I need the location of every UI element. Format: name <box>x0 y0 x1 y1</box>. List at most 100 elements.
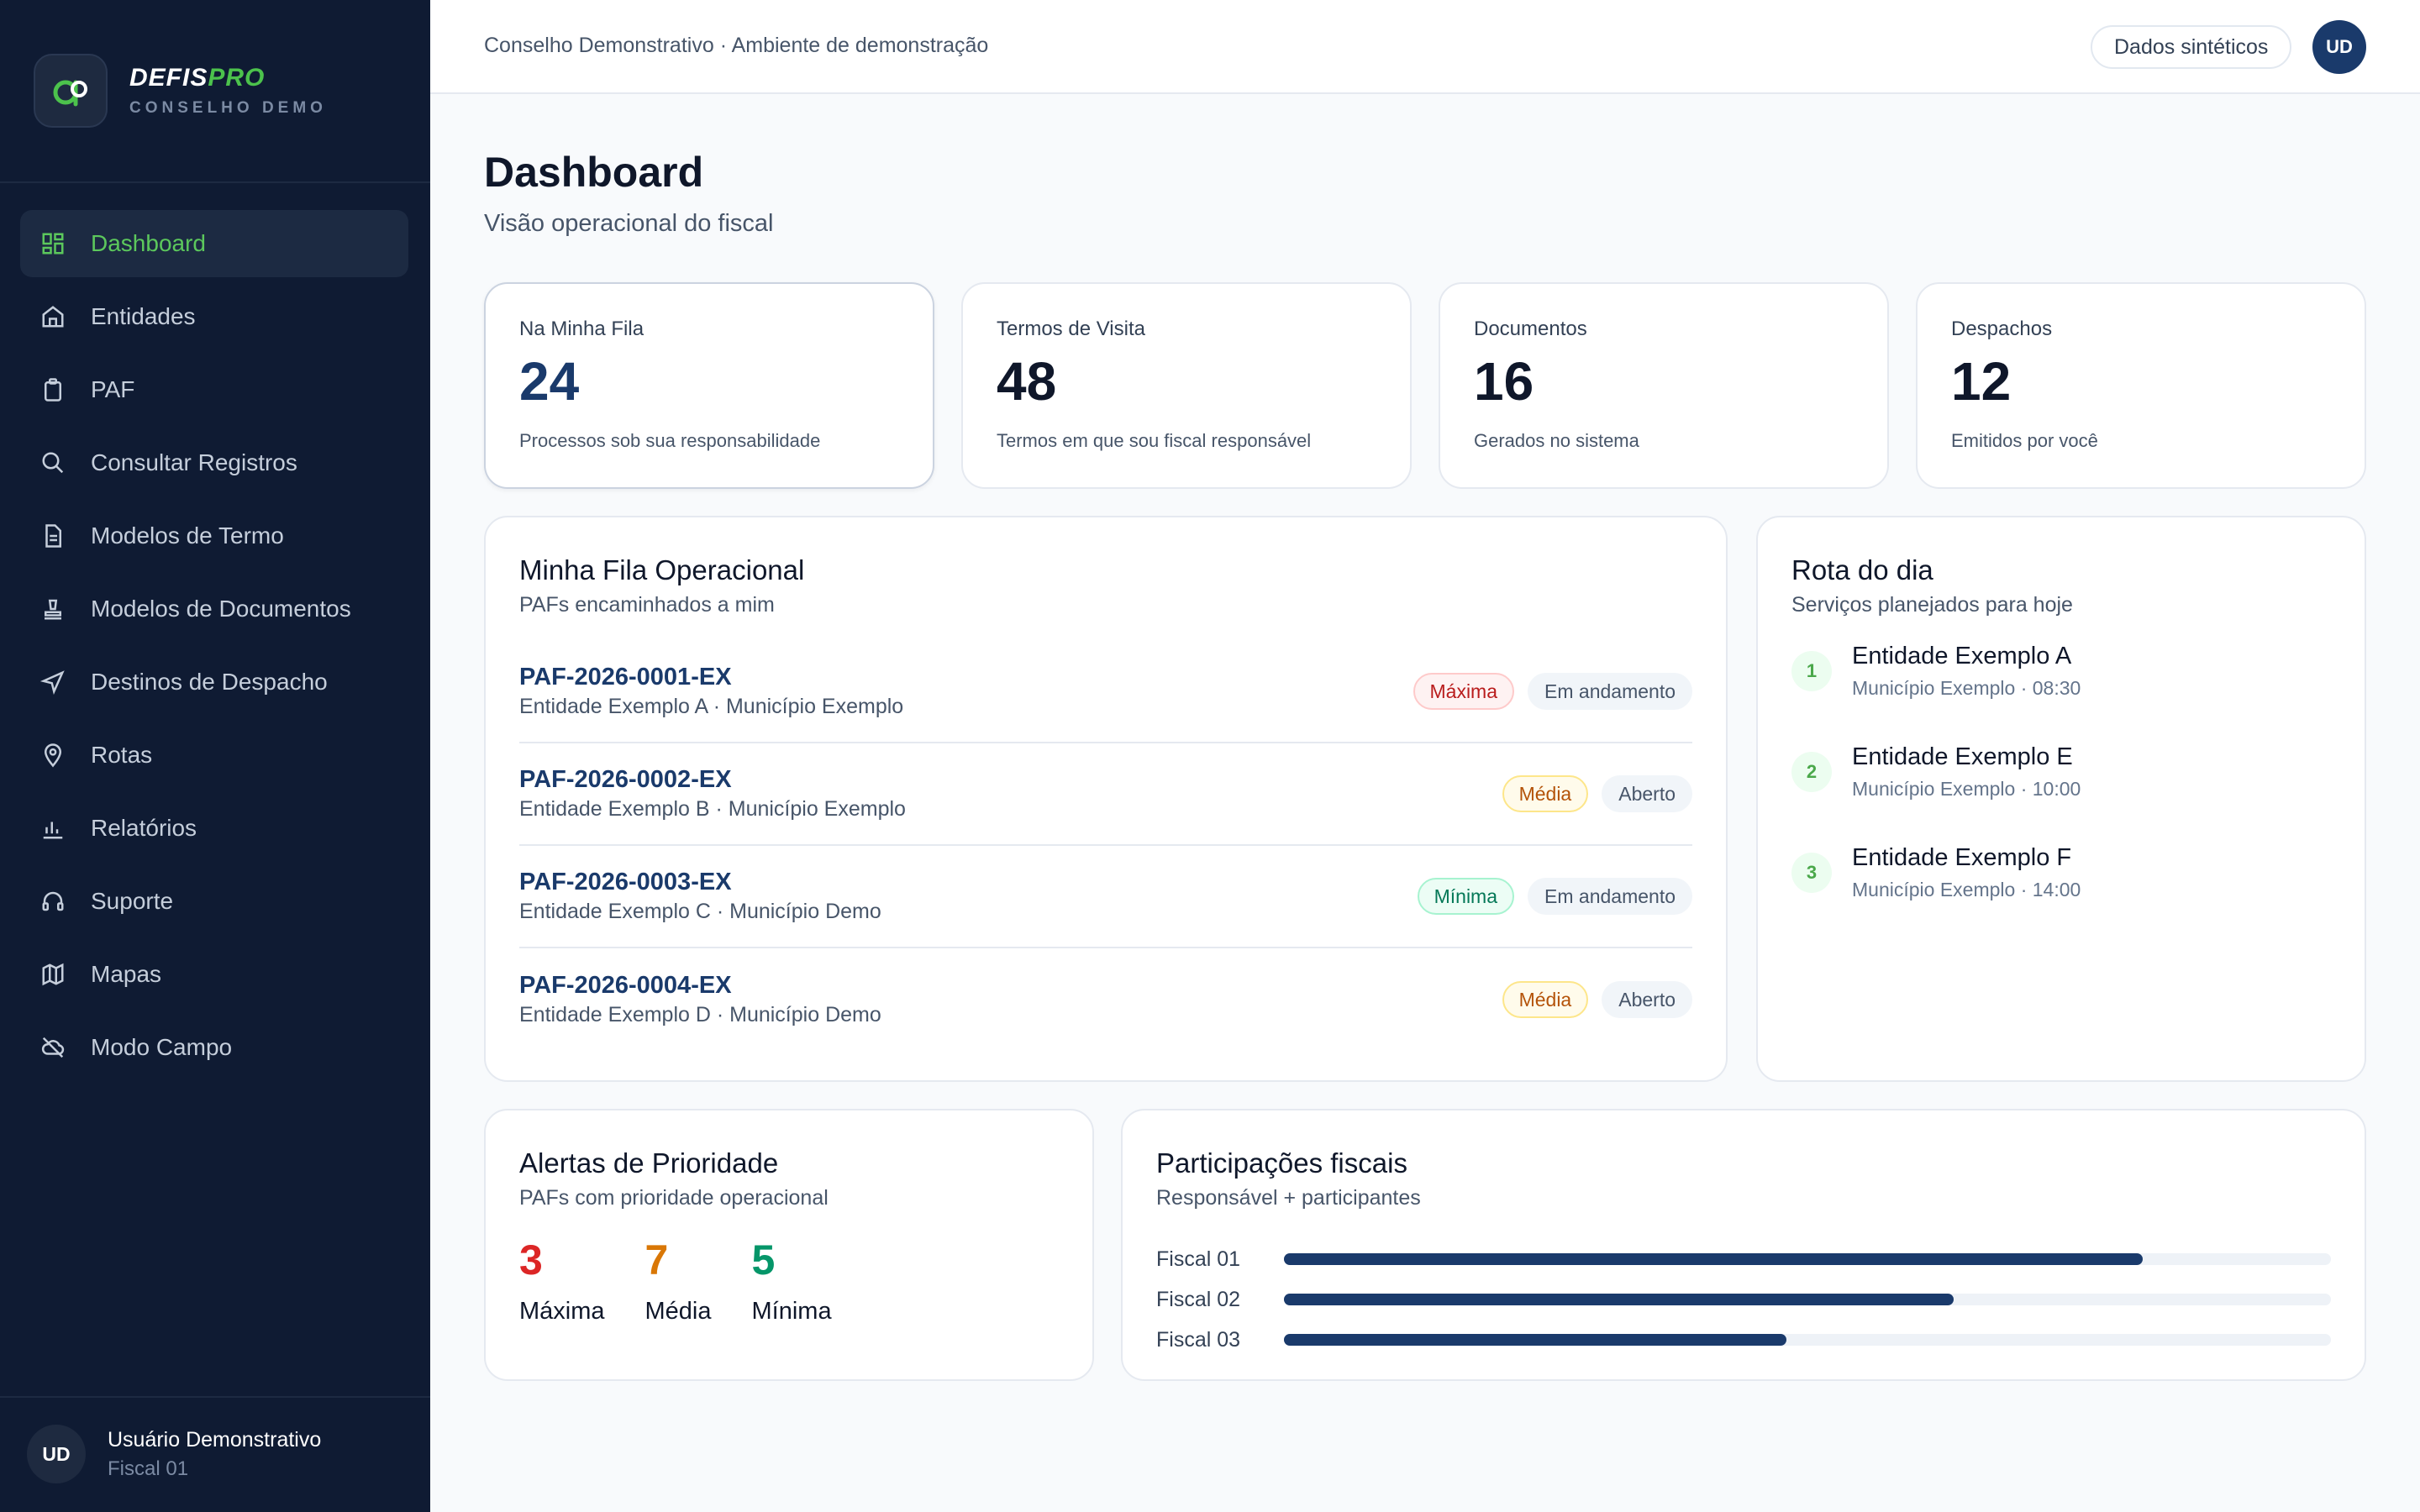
sidebar-item-rotas[interactable]: Rotas <box>20 722 408 789</box>
stat-label: Despachos <box>1951 318 2053 340</box>
sidebar-item-modo-campo[interactable]: Modo Campo <box>20 1014 408 1081</box>
alert-label: Média <box>644 1298 712 1325</box>
list-item[interactable]: 1 Entidade Exemplo A Município Exemplo ·… <box>1791 643 2331 743</box>
sidebar-item-label: Dashboard <box>91 230 206 256</box>
route-meta: Município Exemplo · 14:00 <box>1852 879 2081 900</box>
sidebar-item-label: Destinos de Despacho <box>91 669 328 695</box>
map-icon <box>40 962 66 987</box>
card-subtitle: PAFs encaminhados a mim <box>519 593 775 617</box>
alert-count: 5 <box>751 1236 776 1284</box>
sidebar-item-label: Consultar Registros <box>91 449 297 475</box>
stat-card-despachos[interactable]: Despachos 12 Emitidos por você <box>1916 282 2366 489</box>
bar-chart-icon <box>40 816 66 841</box>
progress-bar <box>1284 1253 2143 1265</box>
sidebar-item-modelos-de-termo[interactable]: Modelos de Termo <box>20 502 408 570</box>
route-meta: Município Exemplo · 08:30 <box>1852 677 2081 699</box>
alert-media[interactable]: 7 Média <box>645 1239 712 1326</box>
list-item[interactable]: PAF-2026-0002-EX Entidade Exemplo B · Mu… <box>519 743 1692 846</box>
status-badge: Aberto <box>1602 981 1692 1018</box>
stat-label: Termos de Visita <box>997 318 1145 340</box>
participations-list: Fiscal 01 Fiscal 02 Fiscal 03 <box>1156 1239 2331 1360</box>
alert-minima[interactable]: 5 Mínima <box>752 1239 832 1326</box>
grid-icon <box>40 231 66 256</box>
stat-label: Documentos <box>1474 318 1587 340</box>
card-title: Participações fiscais <box>1156 1147 1407 1179</box>
stat-desc: Processos sob sua responsabilidade <box>519 430 821 451</box>
sidebar-item-label: Modo Campo <box>91 1034 233 1060</box>
list-item[interactable]: 3 Entidade Exemplo F Município Exemplo ·… <box>1791 844 2331 945</box>
sidebar-item-destinos-de-despacho[interactable]: Destinos de Despacho <box>20 648 408 716</box>
fiscal-label: Fiscal 03 <box>1156 1327 1241 1352</box>
queue-card: Minha Fila Operacional PAFs encaminhados… <box>484 516 1728 1082</box>
sidebar-item-relatorios[interactable]: Relatórios <box>20 795 408 862</box>
stat-desc: Emitidos por você <box>1951 430 2098 451</box>
status-badge: Em andamento <box>1528 878 1692 915</box>
sidebar-item-mapas[interactable]: Mapas <box>20 941 408 1008</box>
alert-maxima[interactable]: 3 Máxima <box>519 1239 605 1326</box>
stat-value: 16 <box>1474 351 1534 412</box>
list-item[interactable]: PAF-2026-0004-EX Entidade Exemplo D · Mu… <box>519 948 1692 1051</box>
paf-id-link[interactable]: PAF-2026-0001-EX <box>519 664 732 690</box>
card-title: Minha Fila Operacional <box>519 554 805 585</box>
sidebar-item-paf[interactable]: PAF <box>20 356 408 423</box>
user-profile[interactable]: UD Usuário Demonstrativo Fiscal 01 <box>27 1425 321 1483</box>
entity-text: Entidade Exemplo D · Município Demo <box>519 1003 881 1026</box>
route-entity: Entidade Exemplo E <box>1852 743 2073 770</box>
participation-row: Fiscal 03 <box>1156 1320 2331 1360</box>
sidebar-item-label: Suporte <box>91 888 174 914</box>
user-role: Fiscal 01 <box>108 1457 189 1480</box>
progress-track <box>1284 1253 2331 1265</box>
priority-badge: Mínima <box>1417 878 1515 915</box>
paf-id-link[interactable]: PAF-2026-0003-EX <box>519 869 732 895</box>
paf-id-link[interactable]: PAF-2026-0002-EX <box>519 766 732 793</box>
brand-logo-icon <box>34 54 108 128</box>
map-pin-icon <box>40 743 66 768</box>
divider <box>0 181 430 183</box>
clipboard-icon <box>40 377 66 402</box>
progress-track <box>1284 1294 2331 1305</box>
sidebar-item-consultar-registros[interactable]: Consultar Registros <box>20 429 408 496</box>
brand-name: DEFISPRO <box>129 64 266 92</box>
stat-card-termos[interactable]: Termos de Visita 48 Termos em que sou fi… <box>961 282 1412 489</box>
sidebar-nav: Dashboard Entidades PAF Consultar Regist… <box>20 210 408 1087</box>
send-icon <box>40 669 66 695</box>
sidebar-item-dashboard[interactable]: Dashboard <box>20 210 408 277</box>
entity-text: Entidade Exemplo C · Município Demo <box>519 900 881 923</box>
route-meta: Município Exemplo · 10:00 <box>1852 778 2081 800</box>
list-item[interactable]: PAF-2026-0001-EX Entidade Exemplo A · Mu… <box>519 641 1692 743</box>
priority-badge: Média <box>1502 775 1589 812</box>
status-badge: Em andamento <box>1528 673 1692 710</box>
topbar: Conselho Demonstrativo · Ambiente de dem… <box>430 0 2420 94</box>
list-item[interactable]: 2 Entidade Exemplo E Município Exemplo ·… <box>1791 743 2331 844</box>
synthetic-data-chip[interactable]: Dados sintéticos <box>2091 25 2292 69</box>
avatar[interactable]: UD <box>2312 20 2366 74</box>
list-item[interactable]: PAF-2026-0003-EX Entidade Exemplo C · Mu… <box>519 846 1692 948</box>
stat-card-fila[interactable]: Na Minha Fila 24 Processos sob sua respo… <box>484 282 934 489</box>
alert-label: Mínima <box>751 1298 832 1325</box>
fiscal-label: Fiscal 01 <box>1156 1247 1241 1271</box>
route-step-number: 3 <box>1791 853 1832 893</box>
card-title: Alertas de Prioridade <box>519 1147 779 1179</box>
progress-bar <box>1284 1334 1787 1346</box>
sidebar-item-suporte[interactable]: Suporte <box>20 868 408 935</box>
priority-badge: Máxima <box>1413 673 1515 710</box>
brand-subtitle: CONSELHO DEMO <box>129 99 327 117</box>
paf-id-link[interactable]: PAF-2026-0004-EX <box>519 972 732 999</box>
status-badge: Aberto <box>1602 775 1692 812</box>
user-name: Usuário Demonstrativo <box>108 1427 322 1452</box>
sidebar-item-label: Rotas <box>91 742 153 768</box>
stat-label: Na Minha Fila <box>519 318 644 340</box>
card-subtitle: Serviços planejados para hoje <box>1791 593 2073 617</box>
sidebar-item-entidades[interactable]: Entidades <box>20 283 408 350</box>
alert-counts: 3 Máxima 7 Média 5 Mínima <box>519 1239 1059 1326</box>
sidebar-item-label: Modelos de Termo <box>91 522 284 549</box>
fiscal-label: Fiscal 02 <box>1156 1287 1241 1311</box>
brand[interactable]: DEFISPRO CONSELHO DEMO <box>34 54 327 128</box>
stat-card-documentos[interactable]: Documentos 16 Gerados no sistema <box>1439 282 1889 489</box>
entity-text: Entidade Exemplo B · Município Exemplo <box>519 797 906 821</box>
alert-count: 3 <box>519 1236 543 1284</box>
card-title: Rota do dia <box>1791 554 1933 585</box>
sidebar-item-modelos-de-documentos[interactable]: Modelos de Documentos <box>20 575 408 643</box>
stamp-icon <box>40 596 66 622</box>
route-entity: Entidade Exemplo A <box>1852 643 2072 669</box>
